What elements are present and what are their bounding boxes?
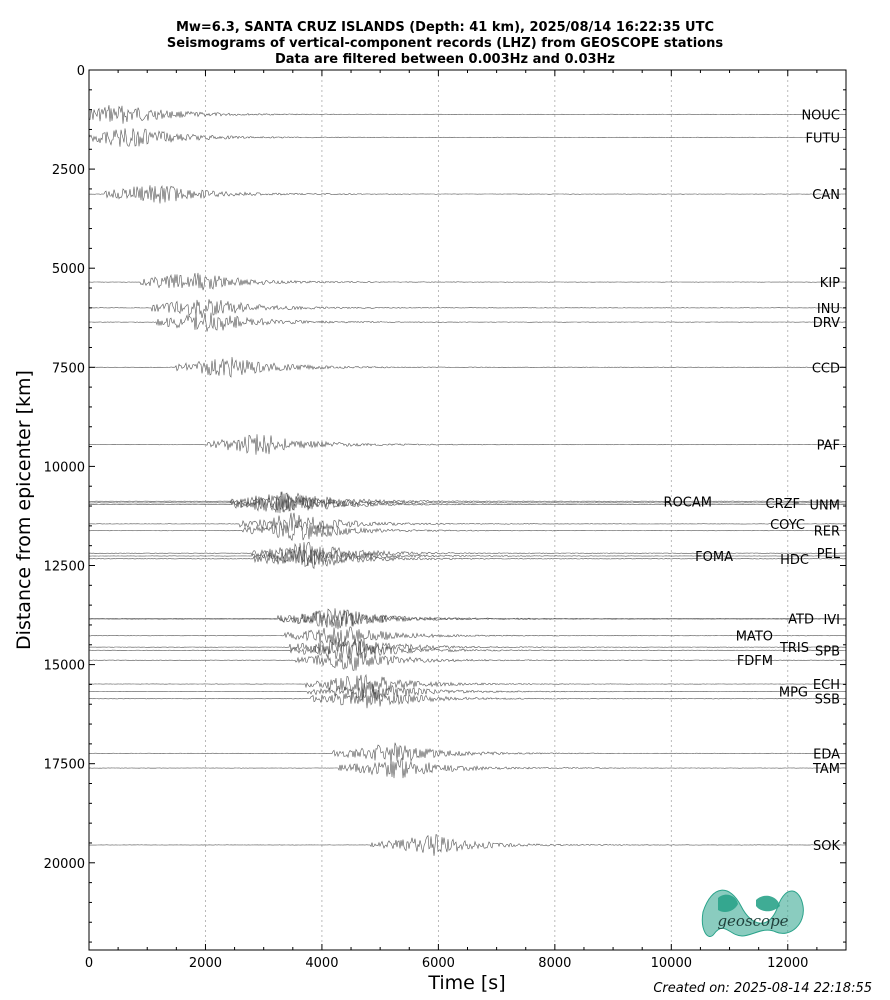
station-label-rer: RER (814, 525, 840, 540)
station-label-atd: ATD (788, 613, 814, 628)
x-axis-label: Time [s] (427, 972, 505, 994)
station-label-fdfm: FDFM (737, 654, 773, 669)
trace-coyc (88, 512, 847, 533)
trace-eda (89, 742, 847, 764)
trace-mpg (88, 682, 847, 703)
x-tick-label: 2000 (189, 956, 222, 971)
station-label-tam: TAM (812, 762, 840, 777)
y-tick-label: 12500 (44, 559, 85, 574)
station-label-futu: FUTU (806, 131, 840, 146)
y-tick-label: 5000 (52, 262, 85, 277)
trace-fdfm (88, 652, 847, 671)
station-label-drv: DRV (813, 316, 840, 331)
trace-pel (88, 541, 846, 564)
station-label-mpg: MPG (779, 686, 808, 701)
trace-unm (88, 496, 847, 513)
station-label-kip: KIP (820, 276, 840, 291)
x-tick-label: 10000 (651, 956, 692, 971)
trace-ccd (88, 356, 847, 378)
trace-rer (88, 520, 846, 542)
trace-atd (88, 608, 847, 629)
title-line-1: Mw=6.3, SANTA CRUZ ISLANDS (Depth: 41 km… (176, 20, 714, 35)
trace-drv (88, 312, 847, 332)
station-label-unm: UNM (810, 498, 840, 513)
x-tick-label: 12000 (767, 956, 808, 971)
y-tick-label: 7500 (52, 361, 85, 376)
y-tick-label: 20000 (44, 857, 85, 872)
station-label-inu: INU (817, 302, 840, 317)
trace-inu (89, 299, 846, 318)
y-tick-label: 10000 (44, 460, 85, 475)
station-label-paf: PAF (817, 439, 840, 454)
seismic-traces (88, 105, 847, 856)
x-tick-label: 4000 (305, 956, 338, 971)
x-tick-label: 6000 (422, 956, 455, 971)
trace-mato (88, 626, 847, 647)
station-label-foma: FOMA (695, 550, 733, 565)
trace-tris (88, 635, 847, 658)
creation-timestamp: Created on: 2025-08-14 22:18:55 (653, 981, 872, 996)
logo-text: geoscope (717, 912, 788, 930)
y-axis-label: Distance from epicenter [km] (13, 370, 35, 650)
trace-kip (88, 272, 847, 291)
trace-paf (89, 434, 847, 455)
trace-sok (88, 834, 847, 856)
station-label-can: CAN (812, 188, 840, 203)
station-label-ssb: SSB (815, 693, 840, 708)
y-tick-label: 0 (77, 64, 85, 79)
trace-can (88, 185, 846, 204)
station-label-ccd: CCD (812, 361, 840, 376)
title-line-2: Seismograms of vertical-component record… (167, 36, 723, 51)
station-label-tris: TRIS (779, 641, 809, 656)
trace-futu (88, 128, 847, 147)
geoscope-logo: geoscope (701, 889, 804, 937)
station-label-crzf: CRZF (766, 497, 801, 512)
station-label-pel: PEL (817, 547, 841, 562)
title-line-3: Data are filtered between 0.003Hz and 0.… (275, 52, 615, 67)
x-tick-label: 0 (85, 956, 93, 971)
station-label-ivi: IVI (823, 613, 840, 628)
y-tick-label: 15000 (44, 659, 85, 674)
trace-ssb (88, 688, 847, 709)
x-tick-label: 8000 (538, 956, 571, 971)
trace-hdc (88, 548, 847, 570)
chart-title: Mw=6.3, SANTA CRUZ ISLANDS (Depth: 41 km… (167, 20, 723, 67)
trace-rocam (88, 491, 847, 513)
trace-ivi (88, 608, 847, 630)
axis-ticks: 0 2000 4000 6000 8000 10000 12000 0 2500 5000 7500… (44, 64, 847, 971)
trace-ech (88, 673, 847, 694)
station-label-hdc: HDC (780, 553, 809, 568)
station-label-mato: MATO (736, 630, 773, 645)
grid-lines (205, 70, 789, 950)
trace-spb (88, 641, 847, 662)
trace-foma (88, 546, 847, 568)
y-tick-label: 2500 (52, 163, 85, 178)
station-label-eda: EDA (813, 747, 840, 762)
trace-tam (88, 757, 847, 779)
plot-frame (88, 69, 847, 951)
y-tick-label: 17500 (44, 758, 85, 773)
station-label-rocam: ROCAM (664, 495, 712, 510)
station-label-nouc: NOUC (801, 108, 840, 123)
trace-nouc (88, 105, 847, 124)
trace-crzf (88, 491, 846, 514)
station-label-spb: SPB (815, 644, 840, 659)
station-label-ech: ECH (813, 678, 840, 693)
station-label-coyc: COYC (770, 518, 805, 533)
station-label-sok: SOK (813, 839, 840, 854)
